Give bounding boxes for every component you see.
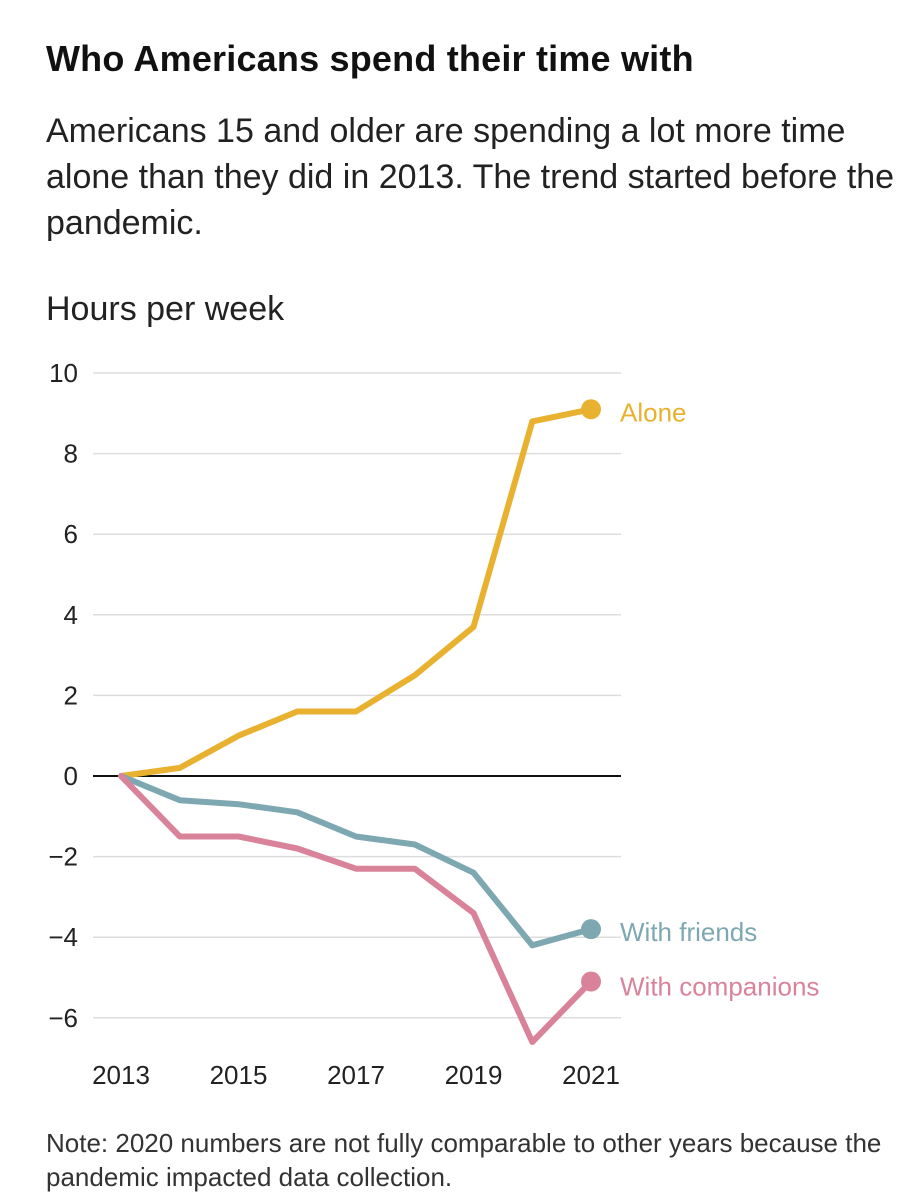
series-end-dot-with-friends (581, 919, 601, 940)
y-tick-label: 6 (64, 519, 78, 549)
x-tick-label: 2019 (445, 1060, 503, 1090)
series-end-dot-with-companions (581, 971, 601, 992)
line-chart: 10 8 6 4 2 0 −2 −4 −6 2013 2015 2017 2019 2021 Alone… (48, 358, 819, 1090)
chart-subtitle: Americans 15 and older are spending a lo… (46, 112, 895, 242)
chart-title: Who Americans spend their time with (46, 38, 694, 79)
x-tick-label: 2017 (327, 1060, 385, 1090)
series-line-with-friends (118, 773, 594, 949)
series-label-alone: Alone (620, 397, 687, 427)
y-tick-label: 8 (64, 439, 78, 469)
x-tick-label: 2015 (210, 1060, 268, 1090)
y-axis-label: Hours per week (46, 290, 285, 328)
y-tick-label: −4 (48, 922, 78, 952)
y-tick-label: 2 (64, 680, 78, 710)
y-tick-label: −2 (48, 842, 78, 872)
x-tick-labels: 2013 2015 2017 2019 2021 (92, 1060, 620, 1090)
series-line-alone (118, 406, 594, 779)
series-lines (118, 399, 601, 1045)
x-tick-label: 2013 (92, 1060, 150, 1090)
y-tick-label: 4 (64, 600, 78, 630)
gridlines (93, 372, 621, 1019)
series-line-with-companions (118, 773, 594, 1045)
chart-note: Note: 2020 numbers are not fully compara… (46, 1128, 882, 1192)
y-tick-label: 10 (49, 358, 78, 388)
series-label-with-companions: With companions (620, 972, 819, 1002)
series-end-dot-alone (581, 399, 601, 420)
series-labels: Alone With friends With companions (620, 397, 819, 1001)
y-tick-labels: 10 8 6 4 2 0 −2 −4 −6 (48, 358, 78, 1033)
y-tick-label: 0 (64, 761, 78, 791)
y-tick-label: −6 (48, 1003, 78, 1033)
x-tick-label: 2021 (562, 1060, 620, 1090)
series-label-with-friends: With friends (620, 917, 757, 947)
